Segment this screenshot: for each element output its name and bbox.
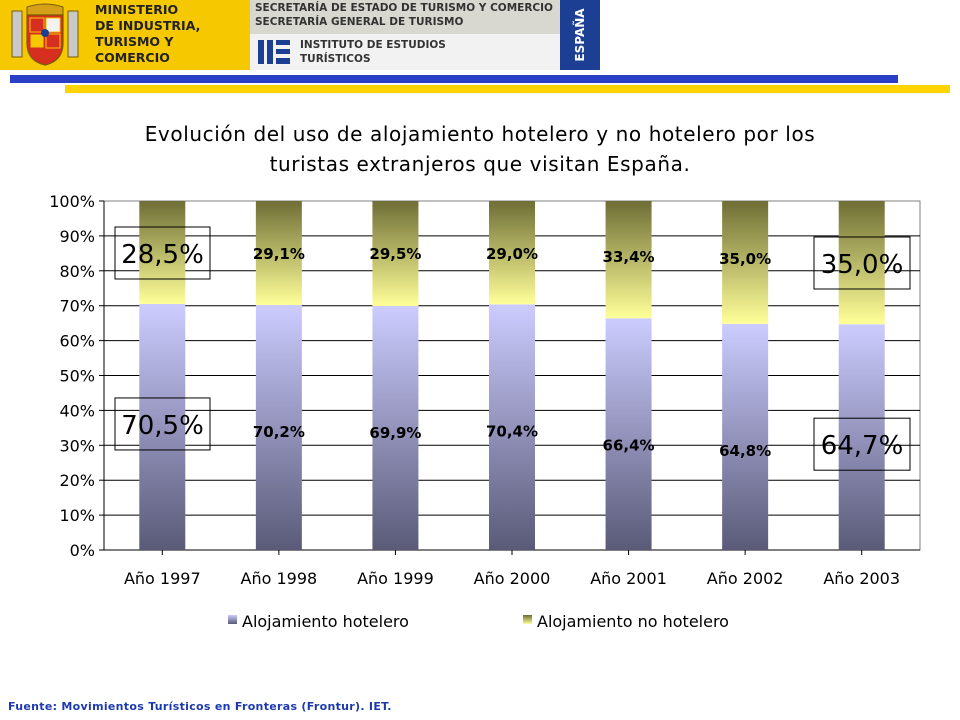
ministry-logo-block: MINISTERIO DE INDUSTRIA, TURISMO Y COMER… — [0, 0, 250, 70]
y-tick-label: 40% — [59, 401, 95, 420]
secretariat-name: SECRETARÍA DE ESTADO DE TURISMO Y COMERC… — [255, 2, 553, 28]
bar-no-hotelero — [722, 201, 769, 324]
ministry-name: MINISTERIO DE INDUSTRIA, TURISMO Y COMER… — [95, 2, 201, 65]
y-tick-label: 30% — [59, 436, 95, 455]
header-rule-blue — [10, 75, 898, 83]
data-label-hotelero: 69,9% — [369, 424, 421, 442]
highlight-box — [114, 397, 211, 451]
y-tick-label: 100% — [49, 192, 95, 211]
bar-hotelero — [255, 305, 302, 550]
highlight-box — [114, 226, 211, 280]
data-label-hotelero: 64,8% — [719, 442, 771, 460]
data-label-no-hotelero: 29,1% — [253, 245, 305, 263]
highlight-box — [813, 236, 911, 290]
chart-title-line: turistas extranjeros que visitan España. — [270, 152, 691, 176]
data-label-no-hotelero: 28,5% — [121, 240, 204, 270]
bar-no-hotelero — [372, 201, 419, 307]
data-label-hotelero: 70,5% — [121, 411, 204, 441]
y-tick-label: 70% — [59, 297, 95, 316]
bar-no-hotelero — [139, 201, 186, 304]
legend-label: Alojamiento hotelero — [242, 612, 409, 631]
bar-hotelero — [489, 304, 535, 550]
bar-no-hotelero — [605, 201, 652, 319]
y-tick-label: 10% — [59, 506, 95, 525]
y-tick-label: 0% — [70, 541, 95, 560]
source-note: Fuente: Movimientos Turísticos en Fronte… — [8, 700, 392, 713]
bar-hotelero — [139, 303, 186, 550]
x-tick-label: Año 1999 — [357, 569, 434, 588]
bar-hotelero — [838, 324, 885, 550]
data-label-no-hotelero: 29,0% — [486, 245, 538, 263]
data-label-no-hotelero: 33,4% — [603, 248, 655, 266]
x-tick-label: Año 1998 — [241, 569, 318, 588]
header-banner: MINISTERIO DE INDUSTRIA, TURISMO Y COMER… — [0, 0, 960, 95]
legend-swatch — [228, 615, 237, 624]
bar-hotelero — [722, 323, 769, 550]
data-label-hotelero: 64,7% — [821, 431, 904, 461]
legend-label: Alojamiento no hotelero — [537, 612, 729, 631]
data-label-hotelero: 66,4% — [603, 436, 655, 454]
bar-no-hotelero — [489, 201, 535, 305]
bar-hotelero — [605, 318, 652, 550]
coat-of-arms-icon — [11, 3, 79, 66]
data-label-no-hotelero: 35,0% — [821, 250, 904, 280]
x-tick-label: Año 2000 — [474, 569, 551, 588]
institute-logo-icon — [258, 40, 290, 64]
y-tick-label: 80% — [59, 262, 95, 281]
bar-no-hotelero — [255, 201, 302, 306]
x-tick-label: Año 2001 — [590, 569, 667, 588]
bar-hotelero — [372, 306, 419, 550]
data-label-no-hotelero: 35,0% — [719, 250, 771, 268]
data-label-hotelero: 70,4% — [486, 422, 538, 440]
highlight-box — [813, 417, 911, 471]
y-tick-label: 50% — [59, 367, 95, 386]
country-tab: ESPAÑA — [560, 0, 600, 70]
secretariat-block: SECRETARÍA DE ESTADO DE TURISMO Y COMERC… — [250, 0, 560, 70]
legend-swatch — [523, 615, 532, 624]
y-tick-label: 20% — [59, 471, 95, 490]
header-rule-yellow — [65, 85, 950, 93]
x-tick-label: Año 2003 — [823, 569, 900, 588]
data-label-hotelero: 70,2% — [253, 423, 305, 441]
secretariat-band: SECRETARÍA DE ESTADO DE TURISMO Y COMERC… — [250, 0, 560, 34]
bar-no-hotelero — [838, 201, 885, 325]
y-tick-label: 90% — [59, 227, 95, 246]
x-tick-label: Año 2002 — [707, 569, 784, 588]
data-label-no-hotelero: 29,5% — [369, 245, 421, 263]
institute-name: INSTITUTO DE ESTUDIOS TURÍSTICOS — [300, 39, 446, 65]
x-tick-label: Año 1997 — [124, 569, 201, 588]
chart-title-line: Evolución del uso de alojamiento hoteler… — [145, 122, 816, 146]
y-tick-label: 60% — [59, 332, 95, 351]
